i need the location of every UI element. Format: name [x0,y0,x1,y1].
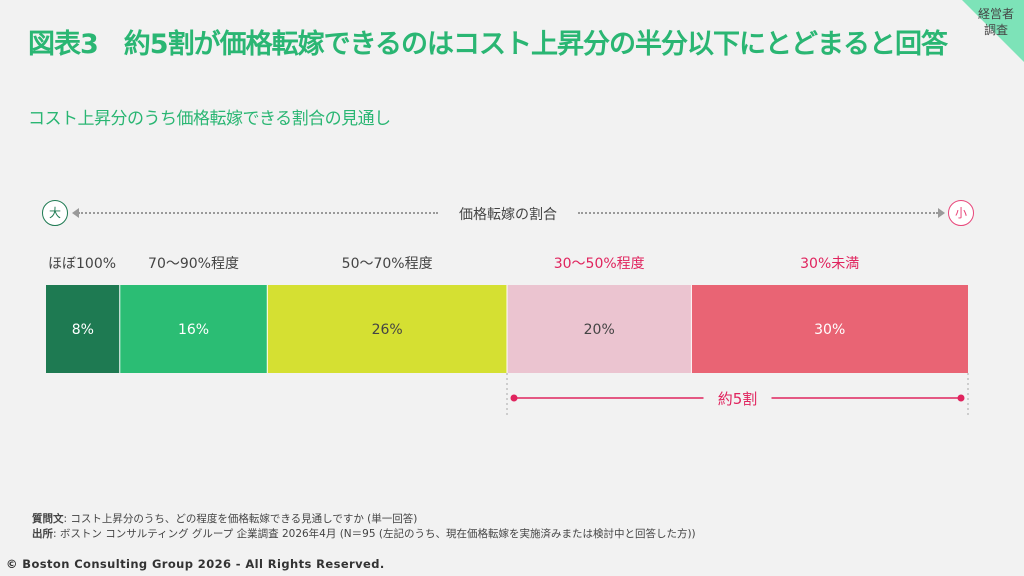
axis-left-marker: 大 [42,200,68,226]
question-note: 質問文: コスト上昇分のうち、どの程度を価格転嫁できる見通しですか (単一回答) [32,512,696,527]
axis-label: 価格転嫁の割合 [459,207,557,223]
question-text: : コスト上昇分のうち、どの程度を価格転嫁できる見通しですか (単一回答) [63,513,418,525]
category-label-3: 50〜70%程度 [342,256,433,272]
source-note: 出所: ボストン コンサルティング グループ 企業調査 2026年4月 (N＝9… [32,527,696,542]
bar-value-label-1: 8% [72,322,94,338]
axis-right-arrow-icon [938,208,945,218]
bar-segment-4 [507,285,692,373]
category-label-5: 30%未満 [800,256,859,272]
bar-segment-1 [46,285,120,373]
bar-value-label-5: 30% [814,322,845,338]
survey-badge-line1: 経営者 [977,7,1014,21]
bar-segment-5 [691,285,968,373]
axis-right-marker: 小 [948,200,974,226]
bracket-label: 約5割 [718,390,758,408]
bar-segment-3 [267,285,507,373]
category-label-1: ほぼ100% [48,256,116,272]
chart-subtitle: コスト上昇分のうち価格転嫁できる割合の見通し [28,109,391,129]
source-text: : ボストン コンサルティング グループ 企業調査 2026年4月 (N＝95 … [53,528,696,540]
footnotes: 質問文: コスト上昇分のうち、どの程度を価格転嫁できる見通しですか (単一回答)… [32,512,696,542]
category-label-4: 30〜50%程度 [554,256,645,272]
bracket-dot-left [510,394,518,402]
category-label-2: 70〜90%程度 [148,256,239,272]
page-title: 図表3 約5割が価格転嫁できるのはコスト上昇分の半分以下にとどまると回答 [28,29,948,60]
transfer-ratio-axis: 大 価格転嫁の割合 小 [38,200,978,228]
badge-triangle [962,0,1024,62]
axis-dotted-line-right [578,212,938,214]
bar-segment-2 [119,285,268,373]
survey-badge: 経営者 調査 [932,0,1024,62]
bar-value-label-2: 16% [178,322,209,338]
axis-left-arrow-icon [72,208,79,218]
copyright: © Boston Consulting Group 2026 - All Rig… [6,557,385,571]
stacked-bar-chart: 8% ほぼ100% 16% 70〜90%程度 26% 50〜70%程度 20% 30〜50%程… [46,256,969,418]
survey-badge-label: 経営者 調査 [974,6,1018,38]
question-label: 質問文 [32,513,64,525]
bar-value-label-4: 20% [584,322,615,338]
bar-value-label-3: 26% [372,322,403,338]
bracket-dot-right [957,394,965,402]
survey-badge-line2: 調査 [983,23,1008,37]
source-label: 出所 [32,528,53,540]
axis-dotted-line-left [78,212,438,214]
